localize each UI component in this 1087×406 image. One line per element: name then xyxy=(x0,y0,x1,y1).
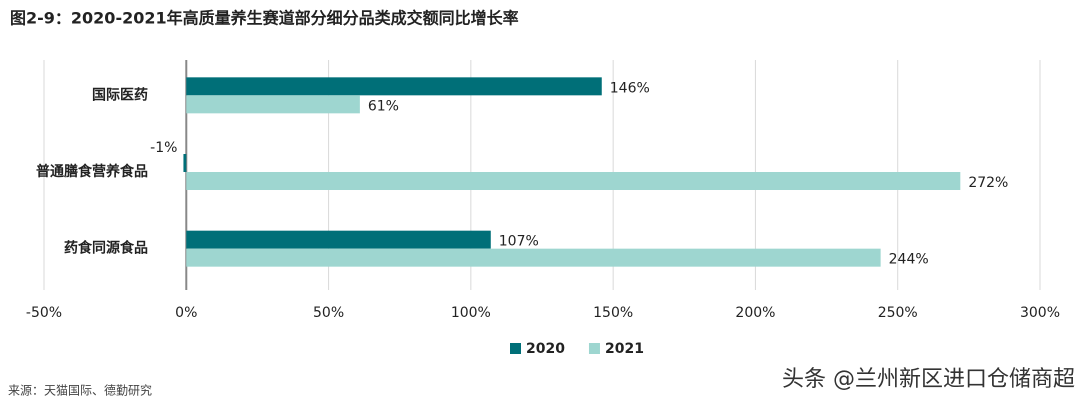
legend-label: 2021 xyxy=(605,341,644,357)
x-tick-label: 300% xyxy=(1020,305,1060,321)
value-label: 244% xyxy=(889,252,929,268)
x-tick-label: -50% xyxy=(26,305,62,321)
x-tick-label: 250% xyxy=(878,305,918,321)
chart-title: 图2-9：2020-2021年高质量养生赛道部分细分品类成交额同比增长率 xyxy=(10,9,519,28)
bar xyxy=(186,77,602,96)
watermark: 头条 @兰州新区进口仓储商超 xyxy=(782,367,1075,392)
bar xyxy=(186,95,360,114)
source: 来源：天猫国际、德勤研究 xyxy=(8,383,152,398)
bar xyxy=(183,154,187,172)
x-tick-label: 200% xyxy=(735,305,775,321)
value-label: 146% xyxy=(610,80,650,96)
bar xyxy=(186,248,881,267)
bar xyxy=(186,172,961,190)
x-tick-label: 50% xyxy=(313,305,344,321)
bar xyxy=(186,230,491,249)
y-tick-label: 普通膳食营养食品 xyxy=(36,163,148,180)
x-tick-label: 150% xyxy=(593,305,633,321)
value-label: 107% xyxy=(499,234,539,250)
value-label: 272% xyxy=(968,175,1008,191)
y-tick-label: 药食同源食品 xyxy=(64,240,148,257)
legend-swatch xyxy=(510,343,521,354)
value-label: -1% xyxy=(150,140,177,156)
x-tick-label: 0% xyxy=(175,305,197,321)
x-tick-label: 100% xyxy=(451,305,491,321)
legend-swatch xyxy=(588,343,600,354)
y-tick-label: 国际医药 xyxy=(92,86,148,103)
value-label: 61% xyxy=(368,98,399,114)
legend-label: 2020 xyxy=(526,341,565,357)
